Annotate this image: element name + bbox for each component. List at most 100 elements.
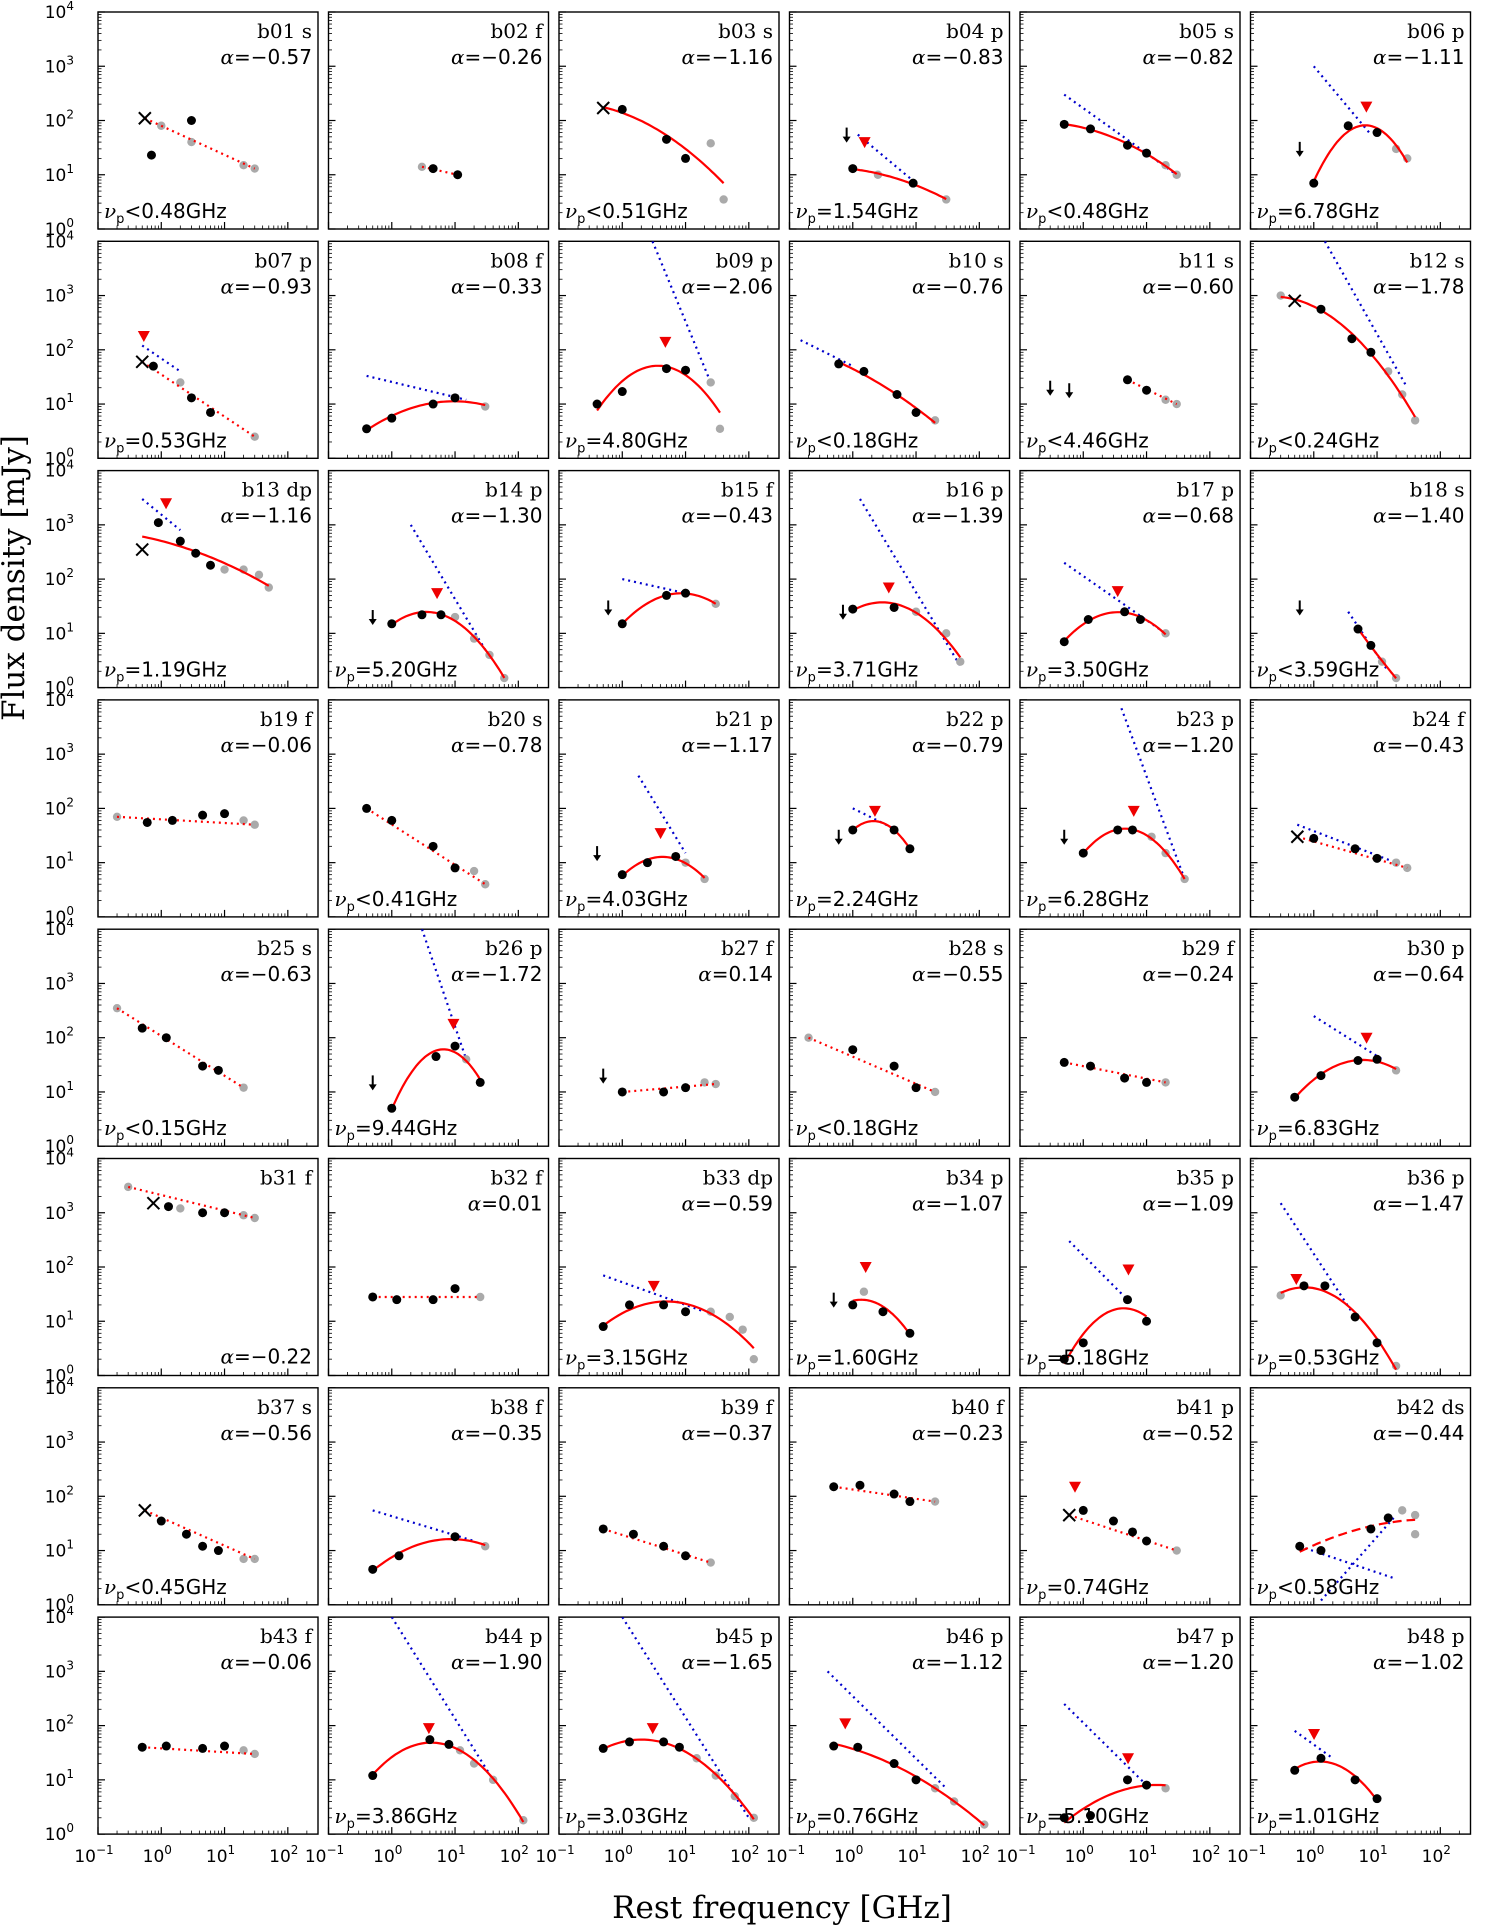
- panel-label: b41 p: [1177, 1395, 1234, 1419]
- x-tick-label: 101: [1128, 1843, 1157, 1867]
- fit-line: [1068, 1514, 1178, 1552]
- panel-b30: b30 pα=−0.64 νp=6.83GHz: [1249, 928, 1472, 1147]
- detection-point: [450, 1284, 460, 1294]
- y-tick-label: 100: [45, 1821, 74, 1845]
- detection-point: [889, 602, 899, 612]
- detection-point: [1128, 825, 1138, 835]
- archival-point: [250, 1749, 259, 1759]
- panel-b35: b35 pα=−1.09 νp=5.18GHz: [1019, 1157, 1241, 1377]
- y-tick-label: 101: [45, 1308, 74, 1332]
- peak-marker: [447, 1018, 460, 1030]
- plot-area: [1295, 65, 1412, 188]
- upper-limit-head: [604, 609, 613, 616]
- x-tick-label: 101: [667, 1843, 696, 1867]
- panel-b10: b10 sα=−0.76 νp<0.18GHz: [788, 240, 1011, 460]
- panel-label: b36 p: [1407, 1166, 1464, 1190]
- panel-b06: b06 pα=−1.11 νp=6.78GHz: [1249, 11, 1472, 230]
- detection-point: [1366, 640, 1376, 650]
- peak-frequency-label: νp=1.54GHz: [796, 199, 919, 227]
- detection-point: [1122, 375, 1132, 385]
- detection-point: [213, 1546, 223, 1556]
- plot-area: [1059, 1703, 1170, 1824]
- powerlaw-line: [1279, 1202, 1357, 1318]
- alpha-label: α=−1.90: [451, 1650, 543, 1674]
- fit-line: [808, 1036, 936, 1094]
- detection-point: [661, 364, 671, 374]
- panel-label: b29 f: [1182, 936, 1236, 960]
- detection-point: [642, 858, 652, 868]
- detection-point: [905, 1497, 915, 1507]
- panel-b34: b34 pα=−1.07 νp=1.60GHz: [788, 1157, 1011, 1377]
- archival-point: [239, 1746, 248, 1755]
- panel-b08: b08 fα=−0.33: [327, 240, 550, 460]
- panel-label: b45 p: [716, 1624, 773, 1648]
- alpha-label: α=−1.09: [1142, 1192, 1234, 1216]
- fit-line: [833, 1485, 936, 1503]
- detection-point: [1343, 121, 1353, 131]
- panel-label: b21 p: [716, 707, 773, 731]
- fit-line: [622, 1082, 716, 1094]
- detection-point: [1316, 1753, 1326, 1763]
- alpha-label: α=−0.64: [1373, 962, 1465, 986]
- detection-point: [428, 399, 438, 409]
- panel-b29: b29 fα=−0.24: [1019, 928, 1241, 1147]
- detection-point: [1059, 637, 1069, 647]
- archival-point: [239, 160, 248, 170]
- archival-point: [250, 820, 259, 829]
- peak-frequency-label: νp=6.83GHz: [1257, 1116, 1380, 1144]
- alpha-label: α=−0.24: [1142, 962, 1234, 986]
- detection-point: [362, 424, 372, 434]
- detection-point: [889, 1489, 899, 1499]
- peak-frequency-label: νp=5.18GHz: [1026, 1346, 1149, 1374]
- archival-point: [239, 1211, 248, 1220]
- alpha-label: α=−0.44: [1373, 1421, 1465, 1445]
- y-tick-label: 101: [45, 850, 74, 874]
- fit-curve: [1357, 628, 1397, 680]
- archival-point: [1276, 1291, 1285, 1300]
- detection-point: [911, 1775, 921, 1785]
- plot-area: [1295, 600, 1401, 683]
- plot-area: [596, 101, 728, 204]
- peak-marker: [137, 330, 150, 342]
- y-tick-label: 101: [45, 620, 74, 644]
- peak-frequency-label: νp<0.18GHz: [796, 428, 919, 456]
- archival-point: [1410, 1530, 1420, 1539]
- fit-line: [421, 165, 458, 176]
- x-tick-label: 102: [1191, 1843, 1220, 1867]
- archival-point: [749, 1354, 759, 1364]
- detection-point: [1316, 1071, 1326, 1081]
- panel-b32: b32 fα=0.01: [327, 1157, 550, 1377]
- fit-curve: [1064, 123, 1178, 175]
- alpha-label: α=−0.68: [1142, 504, 1234, 528]
- panel-label: b08 f: [490, 248, 544, 272]
- fit-curve: [838, 361, 936, 424]
- plot-area: [834, 805, 915, 854]
- y-tick-label: 103: [45, 970, 74, 994]
- detection-point: [1290, 1765, 1300, 1775]
- x-tick-label: 10−1: [766, 1843, 805, 1867]
- plot-area: [1059, 1240, 1152, 1365]
- panel-label: b19 f: [260, 707, 314, 731]
- peak-marker: [882, 582, 895, 594]
- y-tick-label: 101: [45, 1079, 74, 1103]
- fit-curve: [1299, 1518, 1416, 1553]
- powerlaw-line: [637, 775, 687, 854]
- peak-marker: [1127, 805, 1140, 817]
- panel-label: b43 f: [260, 1624, 314, 1648]
- powerlaw-line: [859, 498, 962, 667]
- panel-label: b47 p: [1177, 1624, 1234, 1648]
- detection-point: [905, 1328, 915, 1338]
- alpha-label: α=−1.02: [1373, 1650, 1465, 1674]
- panel-label: b01 s: [257, 19, 312, 43]
- peak-frequency-label: νp=3.03GHz: [565, 1804, 688, 1832]
- archival-point: [176, 1204, 185, 1213]
- cross-marker: [596, 101, 610, 115]
- alpha-label: α=−1.39: [912, 504, 1004, 528]
- plot-area: [1046, 375, 1181, 409]
- alpha-label: α=−0.63: [220, 962, 312, 986]
- detection-point: [137, 1023, 147, 1033]
- detection-point: [908, 178, 918, 188]
- fit-curve: [390, 1048, 482, 1110]
